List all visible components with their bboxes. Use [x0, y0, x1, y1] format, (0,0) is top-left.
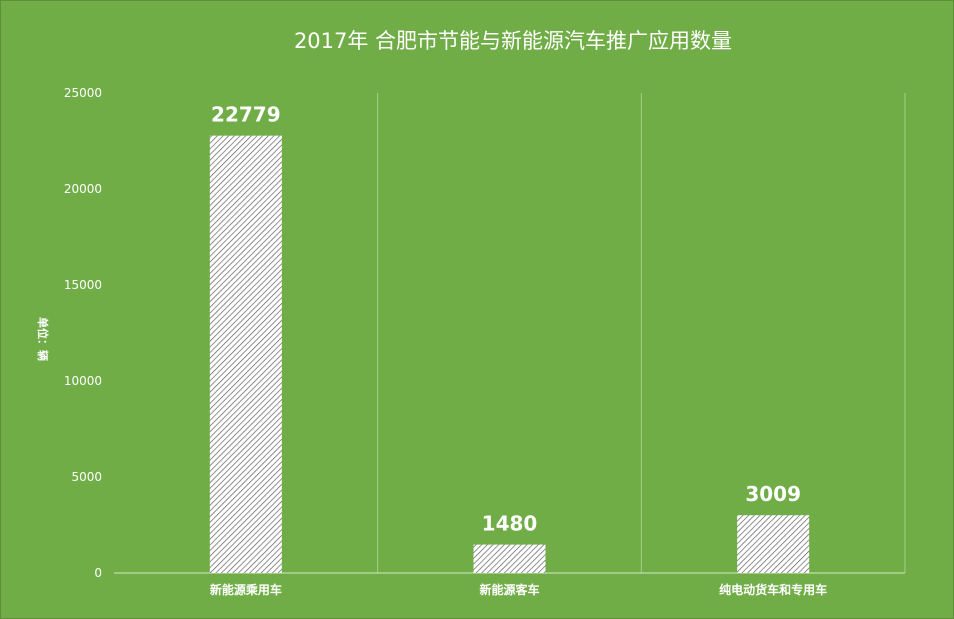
bar [209, 135, 282, 574]
y-tick-label: 0 [94, 566, 102, 580]
data-label: 22779 [211, 103, 281, 127]
y-axis-label: 单位：辆 [36, 317, 50, 361]
x-tick-label: 纯电动货车和专用车 [719, 582, 827, 597]
bar [737, 515, 810, 573]
chart-title: 2017年 合肥市节能与新能源汽车推广应用数量 [294, 29, 732, 53]
x-tick-label: 新能源客车 [479, 582, 539, 597]
x-tick-label: 新能源乘用车 [210, 582, 282, 597]
y-tick-label: 5000 [71, 470, 102, 484]
bar [473, 544, 546, 573]
y-tick-label: 20000 [64, 182, 102, 196]
data-label: 3009 [745, 482, 801, 506]
y-tick-label: 10000 [64, 374, 102, 388]
y-tick-label: 25000 [64, 86, 102, 100]
y-tick-label: 15000 [64, 278, 102, 292]
data-label: 1480 [482, 512, 538, 536]
